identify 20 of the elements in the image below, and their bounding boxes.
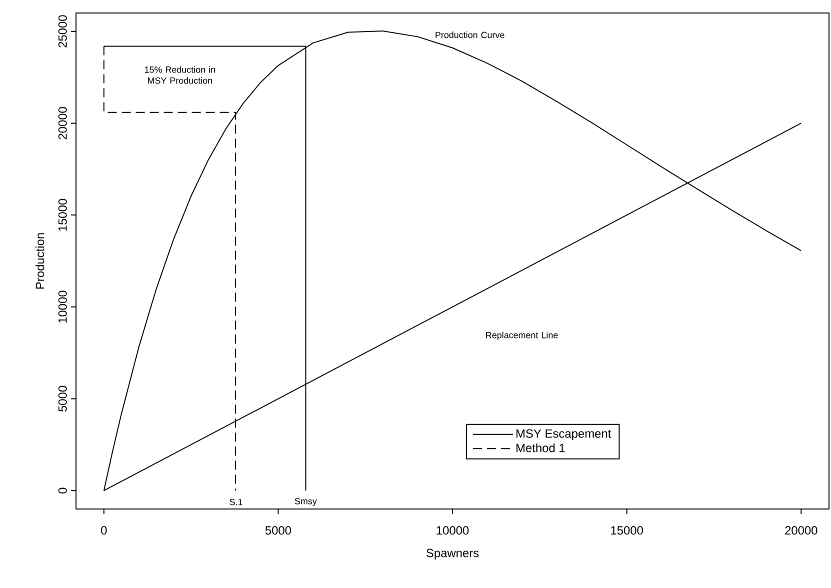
legend-label: MSY Escapement [516,429,612,440]
legend-label: Method 1 [516,443,565,452]
annotation: S.1 [230,498,242,506]
y-tick-label: 20000 [58,107,67,140]
y-tick-label: 25000 [58,15,67,48]
x-tick-label: 10000 [436,526,469,535]
annotation: Replacement Line [486,332,558,340]
x-axis-title: Spawners [426,548,479,560]
x-tick-label: 0 [101,526,107,535]
y-tick-label: 0 [58,488,67,494]
y-tick-label: 15000 [58,198,67,231]
x-tick-label: 20000 [785,526,818,535]
annotation: Production Curve [436,32,504,38]
x-tick-label: 15000 [611,526,643,535]
y-tick-label: 5000 [58,386,67,412]
annotation: 15% Reduction in MSY Production [144,66,215,84]
x-tick-label: 5000 [265,526,292,535]
y-axis-title: Production [35,233,44,289]
annotation: Smsy [294,498,317,506]
y-tick-label: 10000 [58,290,67,323]
